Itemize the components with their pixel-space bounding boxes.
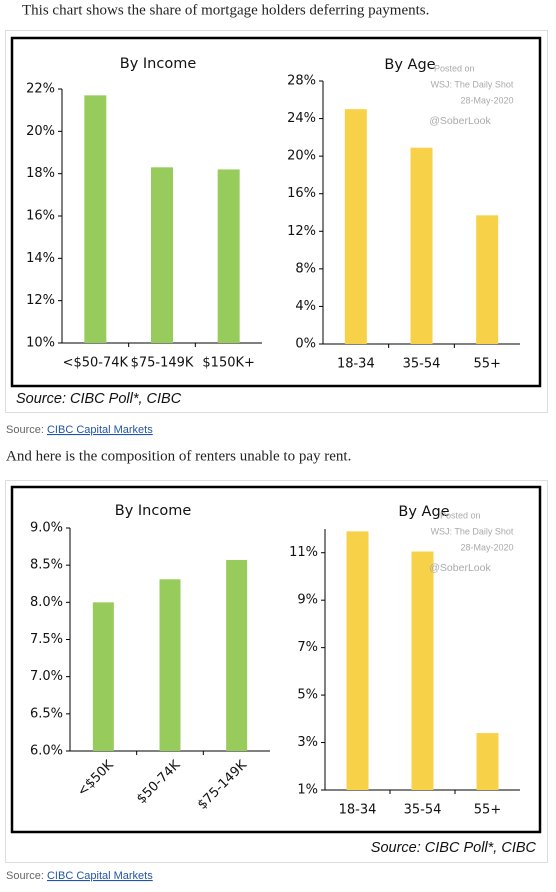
y-tick-label: 8% (295, 261, 316, 276)
bar (151, 167, 173, 343)
y-tick-label: 0% (295, 337, 316, 352)
y-tick-label: 7.5% (30, 632, 63, 647)
y-tick-label: 12% (26, 293, 55, 308)
y-tick-label: 7.0% (30, 669, 63, 684)
chart-title: By Age (384, 57, 435, 73)
y-tick-label: 18% (26, 166, 55, 181)
figure-source: Source: CIBC Poll*, CIBC (371, 840, 537, 856)
credit-label: Source: (6, 424, 44, 436)
bar (344, 109, 367, 344)
watermark: Posted on (440, 510, 481, 520)
y-tick-label: 9% (297, 593, 318, 608)
credit-label: Source: (6, 870, 44, 882)
watermark: @SoberLook (429, 115, 491, 127)
y-tick-label: 12% (287, 224, 316, 239)
watermark: 28-May-2020 (460, 542, 513, 552)
y-tick-label: 6.5% (30, 706, 63, 721)
x-tick-label: 18-34 (337, 357, 375, 372)
y-tick-label: 1% (297, 783, 318, 798)
watermark: WSJ: The Daily Shot (431, 526, 514, 536)
watermark: 28-May-2020 (460, 95, 513, 105)
watermark: Posted on (434, 63, 475, 73)
y-tick-label: 3% (297, 735, 318, 750)
watermark: @SoberLook (429, 562, 491, 574)
y-tick-label: 20% (26, 124, 55, 139)
bar (346, 531, 369, 790)
y-tick-label: 22% (26, 82, 55, 97)
bar (159, 579, 181, 751)
x-tick-label: 55+ (474, 803, 501, 818)
chart-title: By Age (398, 504, 449, 520)
bar (84, 95, 107, 343)
y-tick-label: 9.0% (30, 521, 63, 536)
y-tick-label: 8.5% (30, 558, 63, 573)
y-tick-label: 10% (26, 336, 55, 351)
bar (226, 559, 248, 751)
y-tick-label: 8.0% (30, 595, 63, 610)
credit-link[interactable]: CIBC Capital Markets (47, 424, 153, 436)
credit-link[interactable]: CIBC Capital Markets (47, 870, 153, 882)
y-tick-label: 11% (289, 545, 318, 560)
y-tick-label: 4% (295, 299, 316, 314)
x-tick-label: 35-54 (404, 803, 442, 818)
x-tick-label: <$50-74K (63, 356, 129, 371)
x-tick-label: $75-149K (131, 356, 194, 371)
credit: Source: CIBC Capital Markets (6, 424, 153, 436)
y-tick-label: 16% (287, 186, 316, 201)
credit: Source: CIBC Capital Markets (6, 870, 153, 882)
y-tick-label: 14% (26, 251, 55, 266)
y-tick-label: 20% (287, 149, 316, 164)
x-tick-label: $150K+ (202, 356, 255, 371)
paragraph: This chart shows the share of mortgage h… (22, 2, 429, 18)
watermark: WSJ: The Daily Shot (431, 79, 514, 89)
x-tick-label: 55+ (473, 357, 500, 372)
y-tick-label: 28% (287, 74, 316, 89)
y-tick-label: 6.0% (30, 744, 63, 759)
bar (217, 169, 240, 343)
bar (92, 602, 114, 751)
x-tick-label: 35-54 (403, 357, 441, 372)
bar (476, 733, 499, 790)
y-tick-label: 24% (287, 111, 316, 126)
figure-source: Source: CIBC Poll*, CIBC (16, 391, 182, 407)
y-tick-label: 16% (26, 209, 55, 224)
bar (476, 215, 499, 344)
chart-title: By Income (120, 56, 197, 72)
bar (410, 147, 433, 344)
chart-title: By Income (115, 503, 192, 519)
paragraph: And here is the composition of renters u… (6, 448, 351, 464)
y-tick-label: 7% (297, 640, 318, 655)
bar (411, 551, 434, 790)
x-tick-label: 18-34 (339, 803, 377, 818)
y-tick-label: 5% (297, 688, 318, 703)
